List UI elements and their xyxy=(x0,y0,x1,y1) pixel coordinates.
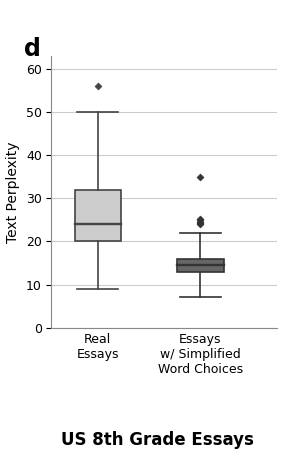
FancyBboxPatch shape xyxy=(75,190,121,241)
FancyBboxPatch shape xyxy=(177,259,223,271)
Y-axis label: Text Perplexity: Text Perplexity xyxy=(6,141,20,242)
Text: US 8th Grade Essays: US 8th Grade Essays xyxy=(61,431,254,449)
Text: d: d xyxy=(24,37,41,61)
